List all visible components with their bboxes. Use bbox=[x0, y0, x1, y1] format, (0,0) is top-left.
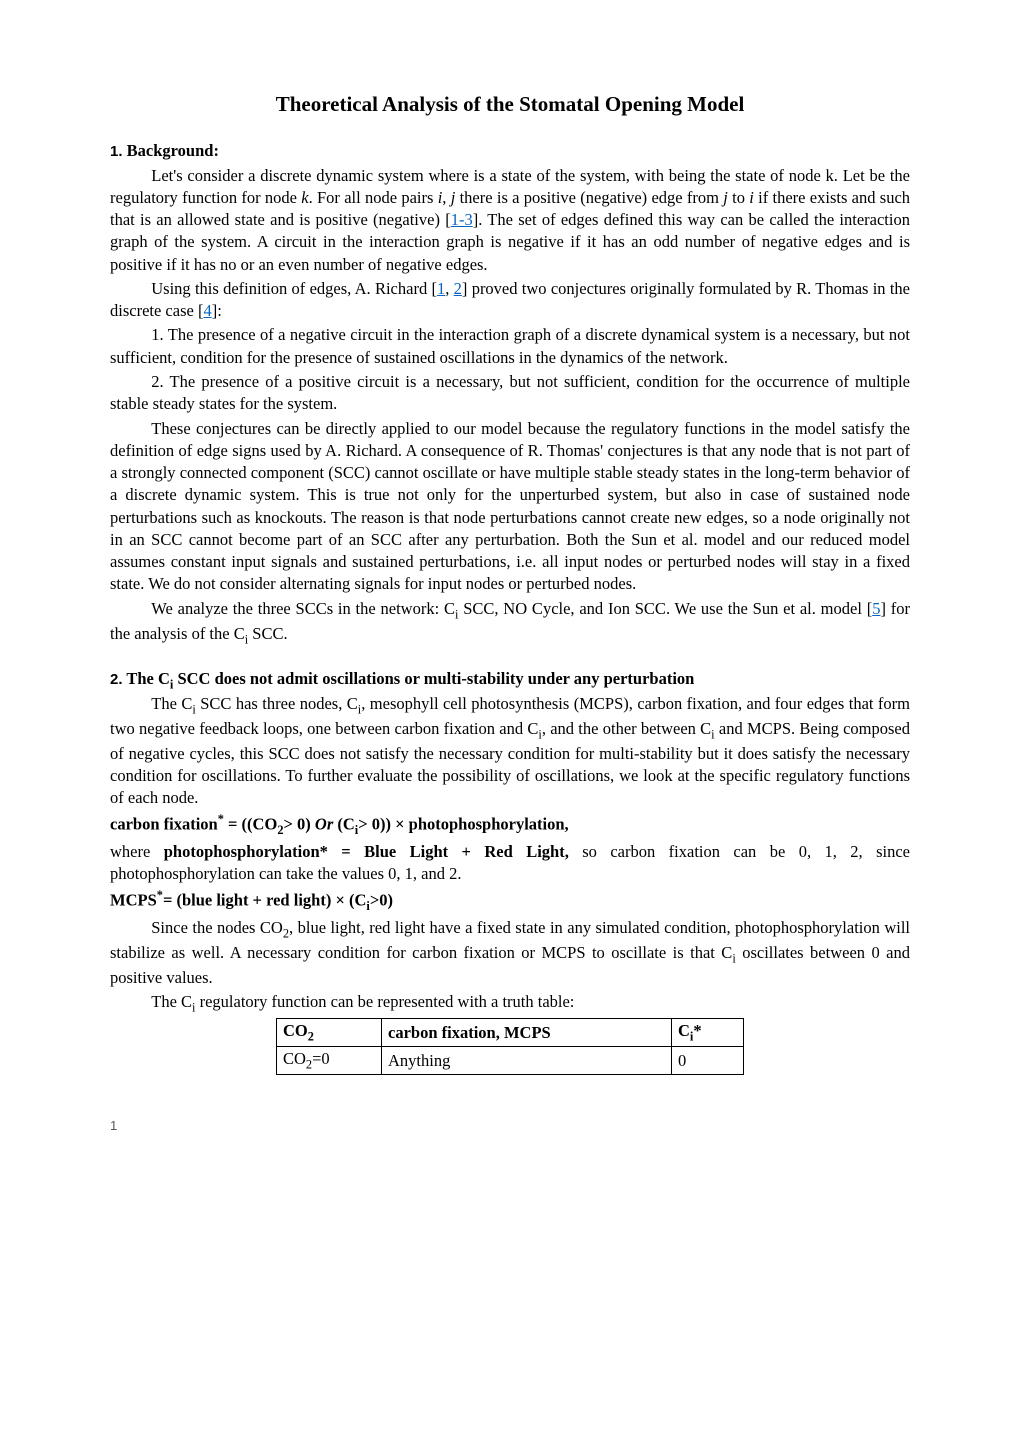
page-title: Theoretical Analysis of the Stomatal Ope… bbox=[110, 90, 910, 118]
table-header-co2: CO2 bbox=[277, 1019, 382, 1047]
citation-link[interactable]: 2 bbox=[454, 279, 462, 298]
section-1-para-6: We analyze the three SCCs in the network… bbox=[110, 598, 910, 648]
section-1-label: Background: bbox=[127, 141, 219, 160]
table-header-carbon-fixation: carbon fixation, MCPS bbox=[382, 1019, 672, 1047]
mcps-formula: MCPS*= (blue light + red light) × (Ci>0) bbox=[110, 887, 910, 915]
truth-table-wrap: CO2 carbon fixation, MCPS Ci* CO2=0 Anyt… bbox=[110, 1018, 910, 1075]
citation-link[interactable]: 4 bbox=[203, 301, 211, 320]
citation-link[interactable]: 1-3 bbox=[451, 210, 473, 229]
section-2-para-4: The Ci regulatory function can be repres… bbox=[110, 991, 910, 1016]
table-cell: Anything bbox=[382, 1047, 672, 1075]
table-header-ci-star: Ci* bbox=[672, 1019, 744, 1047]
section-1-heading: 1. Background: bbox=[110, 140, 910, 162]
section-2-para-1: The Ci SCC has three nodes, Ci, mesophyl… bbox=[110, 693, 910, 810]
section-1-para-1: Let's consider a discrete dynamic system… bbox=[110, 165, 910, 276]
section-2-heading: 2. The Ci SCC does not admit oscillation… bbox=[110, 668, 910, 693]
section-1-para-5: These conjectures can be directly applie… bbox=[110, 418, 910, 596]
section-1-para-3: 1. The presence of a negative circuit in… bbox=[110, 324, 910, 369]
truth-table: CO2 carbon fixation, MCPS Ci* CO2=0 Anyt… bbox=[276, 1018, 744, 1075]
table-cell: 0 bbox=[672, 1047, 744, 1075]
table-row: CO2=0 Anything 0 bbox=[277, 1047, 744, 1075]
section-1-number: 1. bbox=[110, 143, 123, 160]
table-cell: CO2=0 bbox=[277, 1047, 382, 1075]
carbon-fixation-formula: carbon fixation* = ((CO2> 0) Or (Ci> 0))… bbox=[110, 811, 910, 839]
section-1-para-2: Using this definition of edges, A. Richa… bbox=[110, 278, 910, 323]
section-2-number: 2. bbox=[110, 671, 123, 688]
section-2-para-2: where photophosphorylation* = Blue Light… bbox=[110, 841, 910, 886]
page-number: 1 bbox=[110, 1117, 910, 1135]
section-1-para-4: 2. The presence of a positive circuit is… bbox=[110, 371, 910, 416]
section-2-para-3: Since the nodes CO2, blue light, red lig… bbox=[110, 917, 910, 989]
table-row: CO2 carbon fixation, MCPS Ci* bbox=[277, 1019, 744, 1047]
citation-link[interactable]: 1 bbox=[437, 279, 445, 298]
